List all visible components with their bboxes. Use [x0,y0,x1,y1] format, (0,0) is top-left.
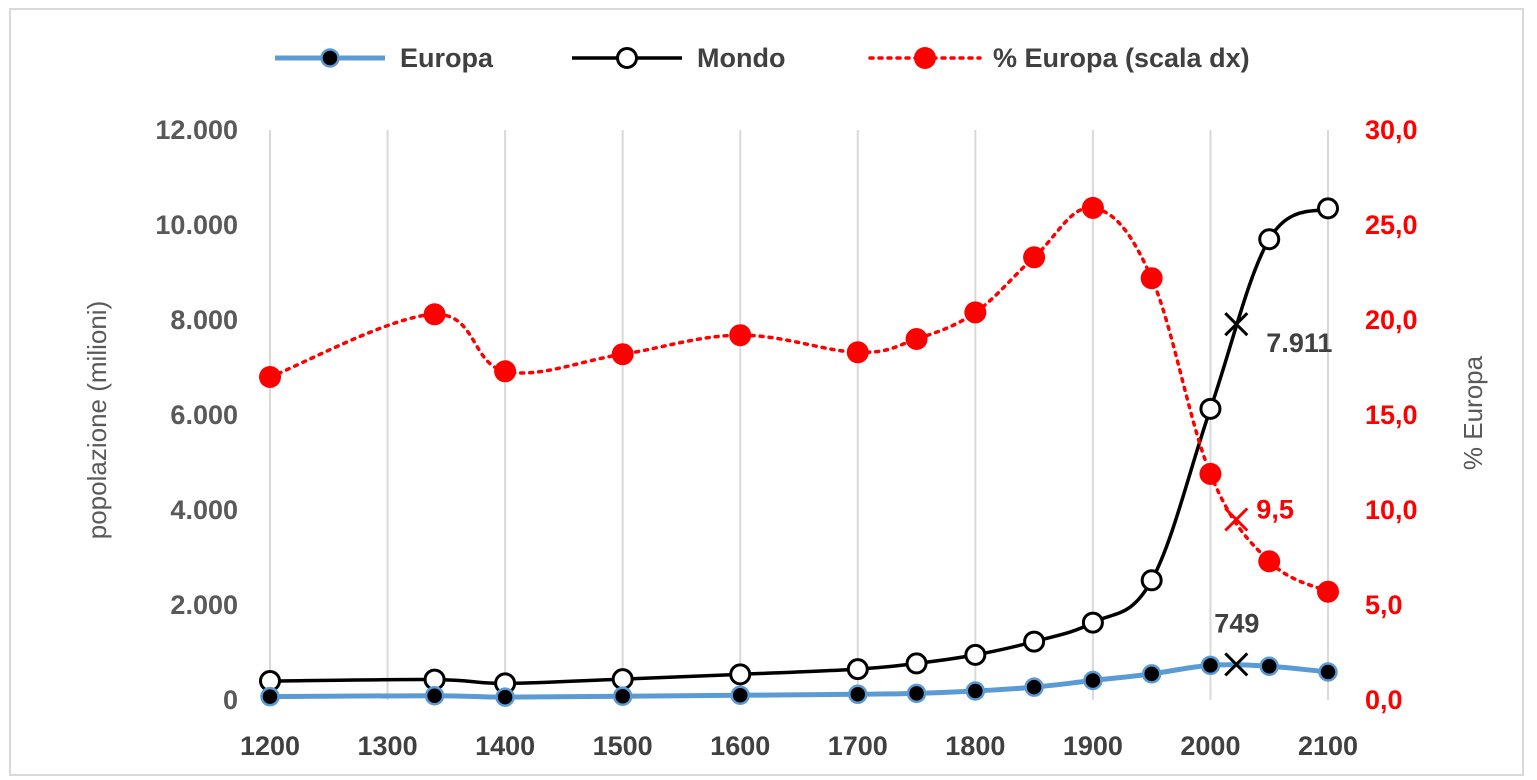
series-europa-point [1024,677,1044,697]
series-pct-europa-point [1140,267,1163,290]
series-pct-europa-point [729,324,752,347]
series-pct-europa-point [1258,550,1281,573]
x-tick-label-1400: 1400 [475,731,535,761]
x-tick-label-1300: 1300 [358,731,418,761]
series-mondo-point [1317,197,1339,220]
series-pct-europa-point [1081,196,1104,219]
y-left-tick-label-3: 6.000 [170,400,238,430]
series-europa-line [269,662,1329,700]
series-pct-europa-point [423,303,446,326]
series-europa-point [612,686,633,706]
series-pct-europa-point [1023,246,1046,269]
series-europa-point [848,684,868,705]
legend-marker-europa [320,48,340,68]
y-right-tick-label-3: 15,0 [1365,400,1418,430]
series-mondo-point [1140,569,1163,592]
annotation-marker-2 [1224,507,1249,532]
series-layer [259,196,1339,707]
legend-label-0: Europa [400,43,494,73]
annotation-marker-0 [1224,312,1249,337]
series-pct-europa-point [964,301,987,324]
series-europa-point [1259,656,1279,677]
y-right-tick-label-5: 25,0 [1365,210,1418,240]
y-right-tick-label-1: 5,0 [1365,590,1403,620]
series-europa-point [424,685,445,706]
chart-frame [9,8,1524,776]
y-left-tick-label-2: 4.000 [170,495,238,525]
annotations: 7.911 749 9,5 [1214,312,1332,677]
x-tick-label-1800: 1800 [945,731,1005,761]
gridlines [269,130,1329,700]
series-mondo-line [269,206,1329,686]
series-mondo-point [1023,630,1046,653]
y-left-tick-label-0: 0 [223,685,238,715]
series-pct-europa-point [1199,462,1222,485]
series-pct-europa-point [259,366,281,388]
series-mondo-point [905,652,928,675]
legend-marker-mondo [616,47,638,69]
series-pct-europa-point [494,360,517,383]
series-mondo-point [611,668,634,691]
y-right-tick-label-4: 20,0 [1365,305,1418,335]
y-right-axis-title: % Europa [1458,355,1488,470]
x-tick-label-2100: 2100 [1298,731,1358,761]
annotation-label-2: 9,5 [1256,495,1294,525]
series-pct-europa-point [1317,580,1339,603]
annotation-label-1: 749 [1214,608,1259,638]
x-tick-label-1200: 1200 [240,731,300,761]
series-pct-europa-point [905,328,928,350]
series-mondo-point [1081,611,1104,634]
y-left-tick-label-4: 8.000 [170,305,238,335]
series-europa-point [965,681,986,701]
series-europa-point [1083,670,1103,691]
x-tick-label-1700: 1700 [828,731,888,761]
annotation-label-0: 7.911 [1266,328,1332,358]
axes: 1200 1300 1400 1500 1600 1700 1800 1900 2000 2100… [82,115,1488,761]
series-mondo-point [1199,397,1222,420]
series-europa-point [730,685,750,705]
series-europa-point [1318,662,1338,682]
series-europa-point [1200,655,1221,676]
y-right-tick-label-0: 0,0 [1365,685,1403,715]
x-tick-label-1500: 1500 [593,731,653,761]
y-left-tick-label-1: 2.000 [170,590,238,620]
legend-marker-pct-europa [914,47,936,69]
series-pct-europa-point [846,341,869,364]
series-1 [259,197,1339,695]
annotation-marker-1 [1224,652,1249,677]
y-left-tick-label-5: 10.000 [155,210,238,240]
series-0 [260,655,1338,707]
series-europa-point [1141,664,1162,684]
series-mondo-point [729,663,752,686]
x-tick-label-1900: 1900 [1063,731,1123,761]
x-tick-label-1600: 1600 [710,731,770,761]
series-2 [259,196,1339,603]
y-left-tick-label-6: 12.000 [155,115,238,145]
legend-label-1: Mondo [697,43,785,73]
x-tick-label-2000: 2000 [1180,731,1240,761]
series-pct-europa-point [611,343,634,366]
series-mondo-point [846,658,869,681]
series-mondo-point [964,643,987,666]
legend: Europa Mondo % Europa (scala dx) [275,43,1250,73]
series-europa-point [906,683,927,704]
series-europa-point [495,687,515,707]
legend-label-2: % Europa (scala dx) [993,43,1250,73]
series-mondo-point [1258,228,1281,251]
y-right-tick-label-6: 30,0 [1365,115,1418,145]
y-left-axis-title: popolazione (milioni) [82,301,112,539]
series-europa-point [260,686,280,707]
y-right-tick-label-2: 10,0 [1365,495,1418,525]
